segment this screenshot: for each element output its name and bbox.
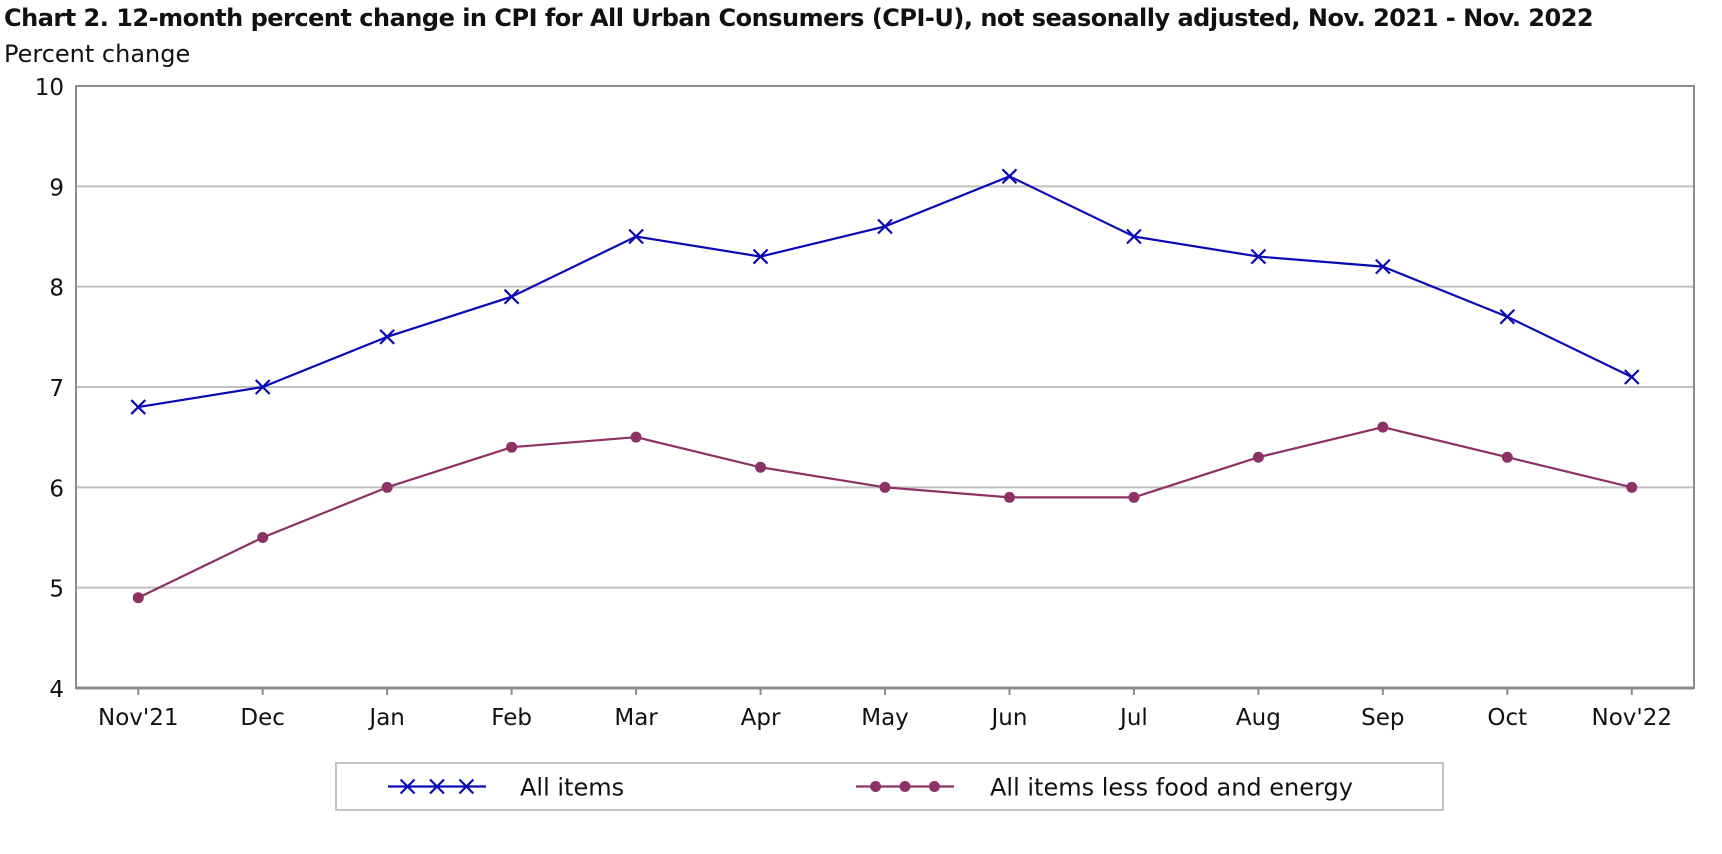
- x-marker-stroke: [1375, 258, 1391, 275]
- x-marker-stroke: [752, 248, 769, 265]
- series-core: [132, 421, 1638, 604]
- data-point: [1501, 451, 1513, 463]
- data-point: [1252, 451, 1264, 463]
- data-point: [1623, 369, 1640, 385]
- data-point: [132, 592, 144, 604]
- x-tick-label: Aug: [1236, 705, 1281, 731]
- data-point: [130, 399, 147, 415]
- y-axis-label: Percent change: [4, 40, 191, 68]
- data-point: [381, 481, 393, 493]
- y-tick-label: 5: [49, 577, 64, 603]
- data-point: [503, 288, 520, 305]
- legend-swatch-marker: [429, 778, 445, 795]
- x-marker-stroke: [1623, 369, 1640, 385]
- y-tick-label: 7: [49, 376, 64, 402]
- x-marker-stroke: [399, 778, 416, 795]
- x-tick-label: May: [861, 705, 909, 731]
- legend-swatch-marker: [399, 778, 416, 795]
- data-point: [1126, 228, 1142, 245]
- x-tick-label: Jul: [1118, 705, 1148, 731]
- x-marker-stroke: [1499, 308, 1516, 325]
- legend-swatch-marker: [899, 781, 911, 792]
- data-point: [379, 329, 395, 345]
- x-tick-label: Jun: [989, 705, 1027, 731]
- x-marker-stroke: [458, 778, 475, 795]
- chart-title: Chart 2. 12-month percent change in CPI …: [4, 4, 1594, 32]
- x-marker-stroke: [130, 399, 147, 415]
- data-point: [1003, 491, 1015, 503]
- series-line: [137, 426, 1633, 599]
- x-tick-label: Apr: [741, 705, 781, 731]
- data-point: [1499, 308, 1516, 325]
- x-tick-label: Nov'21: [98, 705, 178, 731]
- legend-label: All items less food and energy: [990, 774, 1353, 802]
- data-point: [755, 461, 767, 473]
- series-all-items: [130, 168, 1640, 415]
- data-point: [752, 248, 769, 265]
- legend-swatch-marker: [458, 778, 475, 795]
- data-point: [1377, 421, 1389, 433]
- x-marker-stroke: [379, 329, 395, 345]
- data-point: [879, 481, 891, 493]
- y-tick-label: 6: [49, 476, 64, 502]
- x-marker-stroke: [503, 288, 520, 305]
- data-point: [1001, 168, 1018, 185]
- y-tick-label: 4: [49, 677, 64, 703]
- data-point: [254, 379, 271, 395]
- x-marker-stroke: [254, 379, 271, 395]
- legend-label: All items: [520, 774, 624, 802]
- x-tick-label: Sep: [1361, 705, 1404, 731]
- x-tick-label: Oct: [1487, 705, 1527, 731]
- data-point: [630, 431, 642, 443]
- y-tick-label: 10: [35, 75, 64, 101]
- series-line: [138, 175, 1633, 409]
- data-point: [257, 532, 269, 543]
- data-point: [506, 441, 518, 453]
- x-marker-stroke: [1001, 168, 1018, 185]
- data-point: [628, 228, 644, 245]
- x-marker-stroke: [1250, 248, 1267, 265]
- data-point: [1250, 248, 1267, 265]
- legend: All items All items less food and energy: [335, 762, 1444, 811]
- x-tick-label: Dec: [240, 705, 285, 731]
- gridlines: [76, 185, 1694, 589]
- legend-swatch-marker: [928, 781, 940, 792]
- y-tick-label: 9: [49, 175, 64, 201]
- y-tick-label: 8: [49, 276, 64, 302]
- x-marker-stroke: [1126, 228, 1142, 245]
- x-marker-stroke: [429, 778, 445, 795]
- series: [130, 168, 1640, 604]
- x-tick-label: Nov'22: [1592, 705, 1672, 731]
- data-point: [1626, 481, 1638, 493]
- data-point: [1375, 258, 1391, 275]
- legend-item: All items less food and energy: [856, 774, 1353, 802]
- data-point: [877, 218, 893, 235]
- x-marker-stroke: [877, 218, 893, 235]
- axes: 4 5 6 7 8 9 10 Nov'21 Dec Jan Feb Mar Apr May Jun Jul Au…: [35, 75, 1695, 731]
- x-tick-label: Jan: [367, 705, 404, 731]
- legend-item: All items: [388, 774, 624, 802]
- x-tick-label: Mar: [614, 705, 658, 731]
- data-point: [1128, 491, 1140, 503]
- legend-swatch-marker: [870, 781, 882, 792]
- x-marker-stroke: [628, 228, 644, 245]
- x-tick-label: Feb: [491, 705, 532, 731]
